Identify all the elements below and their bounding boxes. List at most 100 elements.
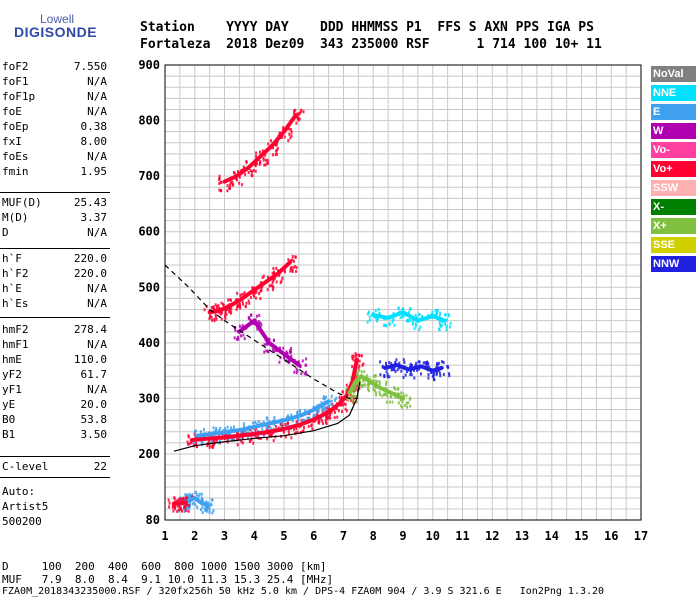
echo-dot [278, 131, 281, 135]
echo-dot [440, 360, 443, 364]
echo-dot [219, 189, 222, 193]
echo-dot [211, 446, 214, 450]
echo-dot [266, 342, 269, 346]
autoscaling-info: 500200 [2, 515, 42, 528]
echo-dot [401, 315, 404, 319]
echo-dot [250, 170, 253, 174]
echo-dot [360, 383, 363, 387]
echo-dot [411, 364, 414, 368]
echo-dot [438, 320, 441, 324]
echo-dot [443, 313, 446, 317]
echo-dot [397, 392, 400, 396]
echo-dot [293, 427, 296, 431]
legend-item: X+ [651, 218, 696, 234]
echo-dot [416, 368, 419, 372]
echo-dot [360, 370, 363, 374]
param-value: 1.95 [80, 165, 108, 178]
echo-dot [191, 493, 194, 497]
echo-dot [287, 429, 290, 433]
param-value: 61.7 [80, 368, 108, 381]
echo-dot [250, 430, 253, 434]
echo-dot [355, 395, 358, 399]
echo-dot [205, 500, 208, 504]
echo-dot [252, 441, 255, 445]
param-value: 110.0 [73, 353, 107, 366]
echo-dot [187, 493, 190, 497]
param-value: N/A [87, 383, 107, 396]
echo-dot [231, 183, 234, 187]
echo-dot [418, 360, 421, 364]
echo-dot [397, 306, 400, 310]
echo-dot [431, 310, 434, 314]
param-row: foF2 7.550 [2, 60, 107, 74]
echo-dot [184, 495, 187, 499]
param-separator [0, 317, 110, 318]
echo-dot [312, 415, 315, 419]
echo-dot [292, 266, 295, 270]
echo-dot [296, 431, 299, 435]
y-tick-label: 900 [138, 58, 160, 72]
echo-dot [402, 358, 405, 362]
echo-dot [343, 402, 346, 406]
echo-dot [238, 324, 241, 328]
param-value: 53.8 [80, 413, 108, 426]
echo-dot [229, 311, 232, 315]
echo-dot [262, 420, 265, 424]
echo-dot [368, 318, 371, 322]
param-value: N/A [87, 297, 107, 310]
echo-dot [188, 442, 191, 446]
x-tick-label: 11 [455, 529, 469, 543]
param-value: 278.4 [73, 323, 107, 336]
echo-dot [215, 438, 218, 442]
echo-dot [291, 254, 294, 258]
echo-dot [224, 309, 227, 313]
echo-dot [374, 309, 377, 313]
echo-dot [407, 401, 410, 405]
echo-dot [383, 375, 386, 379]
y-tick-label: 800 [138, 114, 160, 128]
param-value: N/A [87, 282, 107, 295]
echo-dot [363, 383, 366, 387]
echo-dot [297, 418, 300, 422]
echo-dot [327, 405, 330, 409]
echo-dot [289, 269, 292, 273]
echo-traces [171, 113, 447, 507]
echo-dot [278, 360, 281, 364]
echo-dot [283, 268, 286, 272]
echo-dot [286, 352, 289, 356]
echo-dot [409, 362, 412, 366]
echo-dot [247, 316, 250, 320]
echo-dot [426, 364, 429, 368]
echo-dot [228, 310, 231, 314]
param-row: h`Es N/A [2, 297, 107, 311]
echo-dot [293, 370, 296, 374]
echo-trace [222, 113, 298, 184]
echo-dot [270, 433, 273, 437]
param-name: foEp [2, 120, 29, 133]
echo-dot [285, 350, 288, 354]
param-separator [0, 192, 110, 193]
echo-dot [178, 508, 181, 512]
echo-dot [220, 317, 223, 321]
param-name: fxI [2, 135, 22, 148]
echo-dot [437, 361, 440, 365]
echo-dot [209, 502, 212, 506]
echo-dot [200, 439, 203, 443]
echo-dot [206, 505, 209, 509]
echo-dot [212, 440, 215, 444]
echo-dot [393, 386, 396, 390]
echo-dot [439, 374, 442, 378]
echo-dot [288, 432, 291, 436]
echo-dot [219, 180, 222, 184]
echo-dot [271, 281, 274, 285]
echo-dot [419, 372, 422, 376]
echo-dot [202, 427, 205, 431]
echo-dot [274, 348, 277, 352]
echo-dot [320, 401, 323, 405]
legend-item: Vo- [651, 142, 696, 158]
echo-dot [261, 427, 264, 431]
echo-dot [402, 375, 405, 379]
plot-grid [164, 64, 642, 520]
echo-dot [379, 373, 382, 377]
echo-dot [168, 505, 171, 509]
